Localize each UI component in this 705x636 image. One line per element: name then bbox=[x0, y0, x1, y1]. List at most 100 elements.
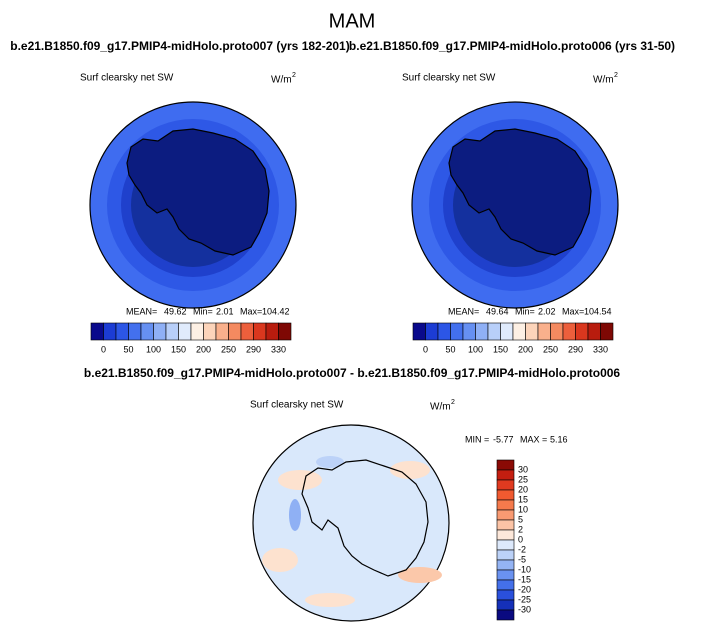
stats-min-label: Min= bbox=[193, 306, 213, 316]
colorbar-box bbox=[90, 322, 104, 341]
colorbar-box bbox=[165, 322, 179, 341]
colorbar-label: 290 bbox=[568, 344, 583, 354]
colorbar-box bbox=[128, 322, 142, 341]
colorbar-label: -2 bbox=[518, 544, 526, 554]
units-superscript: 2 bbox=[614, 72, 618, 79]
colorbar-label: 150 bbox=[171, 344, 186, 354]
colorbar-box bbox=[496, 589, 515, 601]
colorbar-box bbox=[450, 322, 464, 341]
colorbar-label: 330 bbox=[593, 344, 608, 354]
colorbar-box bbox=[203, 322, 217, 341]
colorbar-label: 30 bbox=[518, 464, 528, 474]
stats-min-label: MIN = bbox=[465, 434, 489, 444]
stats-max-label: Max= bbox=[562, 306, 584, 316]
variable-label: Surf clearsky net SW bbox=[402, 73, 496, 84]
colorbar-label: 25 bbox=[518, 474, 528, 484]
colorbar-box bbox=[475, 322, 489, 341]
map-left bbox=[89, 101, 297, 309]
colorbar-label: 5 bbox=[518, 514, 523, 524]
variable-label: Surf clearsky net SW bbox=[250, 400, 344, 411]
colorbar-label: -20 bbox=[518, 584, 531, 594]
colorbar-box bbox=[278, 322, 292, 341]
colorbar-box bbox=[562, 322, 576, 341]
colorbar-box bbox=[496, 519, 515, 531]
colorbar-label: 0 bbox=[518, 534, 523, 544]
map-right bbox=[411, 101, 619, 309]
stats-min-label: Min= bbox=[515, 306, 535, 316]
colorbar-label: 2 bbox=[518, 524, 523, 534]
units: W/m bbox=[430, 402, 451, 413]
colorbar-box bbox=[496, 499, 515, 511]
colorbar-box bbox=[587, 322, 601, 341]
colorbar-box bbox=[496, 569, 515, 581]
stats-max-label: Max= bbox=[240, 306, 262, 316]
stats-mean: 49.62 bbox=[164, 306, 187, 316]
variable-label: Surf clearsky net SW bbox=[80, 73, 174, 84]
colorbar-label: -25 bbox=[518, 594, 531, 604]
difference-title: b.e21.B1850.f09_g17.PMIP4-midHolo.proto0… bbox=[84, 366, 621, 380]
colorbar-label: -10 bbox=[518, 564, 531, 574]
units: W/m bbox=[271, 75, 292, 86]
colorbar-box bbox=[103, 322, 117, 341]
colorbar-label: 0 bbox=[423, 344, 428, 354]
colorbar-box bbox=[412, 322, 426, 341]
colorbar-box bbox=[500, 322, 514, 341]
colorbar-label: 200 bbox=[196, 344, 211, 354]
colorbar-label: -5 bbox=[518, 554, 526, 564]
colorbar-label: 200 bbox=[518, 344, 533, 354]
stats-max: 104.42 bbox=[262, 306, 290, 316]
colorbar-label: 100 bbox=[468, 344, 483, 354]
colorbar-box bbox=[496, 479, 515, 491]
colorbar-label: -30 bbox=[518, 604, 531, 614]
colorbar-label: 150 bbox=[493, 344, 508, 354]
colorbar-box bbox=[575, 322, 589, 341]
colorbar-label: 0 bbox=[101, 344, 106, 354]
stats-max: 104.54 bbox=[584, 306, 612, 316]
colorbar-label: 20 bbox=[518, 484, 528, 494]
colorbar-box bbox=[496, 529, 515, 541]
stats-min: -5.77 bbox=[493, 434, 514, 444]
colorbar-box bbox=[190, 322, 204, 341]
colorbar-box bbox=[140, 322, 154, 341]
colorbar-box bbox=[496, 509, 515, 521]
colorbar-label: 50 bbox=[123, 344, 133, 354]
colorbar-box bbox=[496, 459, 515, 471]
colorbar-box bbox=[228, 322, 242, 341]
colorbar-box bbox=[512, 322, 526, 341]
colorbar-box bbox=[496, 559, 515, 571]
figure-title: MAM bbox=[329, 10, 376, 32]
colorbar-label: -15 bbox=[518, 574, 531, 584]
colorbar-box bbox=[496, 609, 515, 621]
colorbar-box bbox=[496, 579, 515, 591]
colorbar-label: 50 bbox=[445, 344, 455, 354]
colorbar-box bbox=[425, 322, 439, 341]
stats-mean: 49.64 bbox=[486, 306, 509, 316]
stats-mean-label: MEAN= bbox=[448, 306, 479, 316]
units-superscript: 2 bbox=[292, 72, 296, 79]
colorbar-box bbox=[437, 322, 451, 341]
colorbar-label: 290 bbox=[246, 344, 261, 354]
colorbar-box bbox=[462, 322, 476, 341]
colorbar-label: 250 bbox=[543, 344, 558, 354]
colorbar-label: 10 bbox=[518, 504, 528, 514]
map-difference bbox=[252, 424, 450, 622]
colorbar-box bbox=[178, 322, 192, 341]
stats-min: 2.02 bbox=[538, 306, 556, 316]
colorbar-box bbox=[600, 322, 614, 341]
colorbar-box bbox=[215, 322, 229, 341]
colorbar-box bbox=[496, 489, 515, 501]
stats-max-label: MAX = bbox=[520, 434, 547, 444]
stats-min: 2.01 bbox=[216, 306, 234, 316]
colorbar-label: 15 bbox=[518, 494, 528, 504]
colorbar-box bbox=[153, 322, 167, 341]
colorbar-box bbox=[240, 322, 254, 341]
colorbar-label: 100 bbox=[146, 344, 161, 354]
panel-title: b.e21.B1850.f09_g17.PMIP4-midHolo.proto0… bbox=[10, 39, 349, 53]
colorbar-box bbox=[496, 599, 515, 611]
stats-mean-label: MEAN= bbox=[126, 306, 157, 316]
units: W/m bbox=[593, 75, 614, 86]
colorbar-label: 330 bbox=[271, 344, 286, 354]
colorbar-box bbox=[496, 539, 515, 551]
